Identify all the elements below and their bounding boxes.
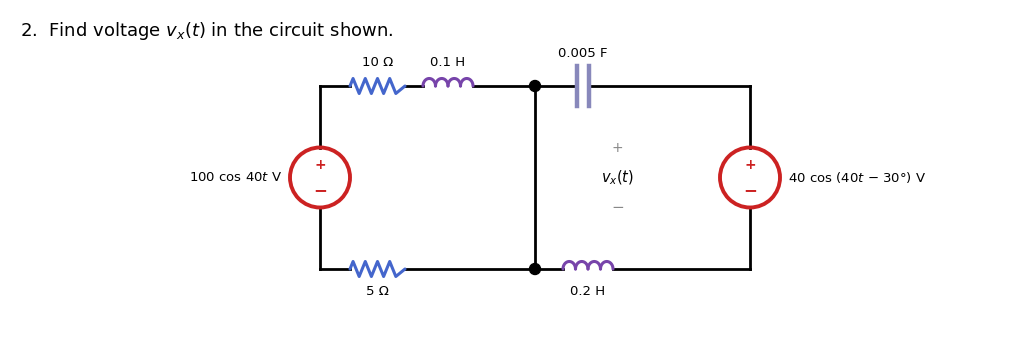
- Text: +: +: [314, 158, 326, 172]
- Text: −: −: [743, 181, 757, 199]
- Text: $v_x(t)$: $v_x(t)$: [601, 168, 634, 187]
- Text: 40 cos (40$t$ − 30°) V: 40 cos (40$t$ − 30°) V: [788, 170, 926, 185]
- Text: 5 Ω: 5 Ω: [366, 285, 389, 298]
- Text: 0.2 H: 0.2 H: [570, 285, 605, 298]
- Text: 0.1 H: 0.1 H: [430, 56, 466, 69]
- Text: 2.  Find voltage $v_x(t)$ in the circuit shown.: 2. Find voltage $v_x(t)$ in the circuit …: [20, 20, 394, 43]
- Circle shape: [529, 80, 541, 91]
- Circle shape: [529, 264, 541, 275]
- Text: −: −: [313, 181, 327, 199]
- Text: +: +: [611, 140, 624, 154]
- Text: +: +: [744, 158, 756, 172]
- Text: 0.005 F: 0.005 F: [558, 47, 608, 60]
- Text: 10 Ω: 10 Ω: [361, 56, 393, 69]
- Text: 100 cos 40$t$ V: 100 cos 40$t$ V: [188, 171, 282, 184]
- Text: −: −: [611, 200, 624, 215]
